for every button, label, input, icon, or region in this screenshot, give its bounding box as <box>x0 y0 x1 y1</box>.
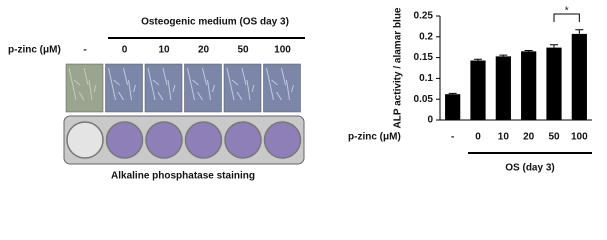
texture <box>78 91 85 101</box>
bar <box>445 94 461 120</box>
micrographs <box>65 63 301 113</box>
texture <box>281 67 286 86</box>
texture <box>118 91 124 101</box>
dose-label: - <box>83 45 86 56</box>
texture <box>271 79 278 86</box>
texture <box>93 84 97 93</box>
significance-star: * <box>565 6 569 17</box>
bar <box>571 33 587 120</box>
texture <box>212 84 215 93</box>
texture <box>187 67 195 101</box>
texture <box>152 79 160 86</box>
bar <box>470 60 486 120</box>
texture <box>291 84 294 93</box>
well <box>66 121 104 159</box>
dose-label: 0 <box>122 45 128 56</box>
texture <box>133 84 136 93</box>
texture <box>231 79 239 86</box>
wells <box>66 121 302 159</box>
texture <box>192 79 199 86</box>
x-tick-label: 10 <box>498 132 510 143</box>
well <box>184 121 223 159</box>
x-tick-label: 0 <box>475 132 481 143</box>
texture <box>162 67 168 86</box>
error-bar <box>550 44 558 48</box>
texture <box>202 67 207 86</box>
well <box>263 121 302 159</box>
texture <box>226 67 235 101</box>
texture <box>286 79 290 101</box>
texture <box>246 79 251 101</box>
caption: Alkaline phosphatase staining <box>111 171 255 182</box>
x-tick-label: - <box>451 132 454 143</box>
figure-svg: Osteogenic medium (OS day 3) p-zinc (μM)… <box>8 6 592 182</box>
well <box>105 121 144 159</box>
y-tick-label: 0.1 <box>419 73 433 84</box>
error-bar <box>448 92 457 95</box>
bar <box>546 47 562 121</box>
bar <box>495 56 511 120</box>
panel-header: Osteogenic medium (OS day 3) <box>141 17 289 28</box>
error-bar <box>474 58 482 61</box>
texture <box>123 67 128 86</box>
y-tick-label: 0.05 <box>414 94 434 105</box>
texture <box>83 67 89 86</box>
texture <box>73 79 81 86</box>
y-tick-label: 0.2 <box>419 31 433 42</box>
texture <box>251 84 255 93</box>
error-bar <box>524 50 533 52</box>
x-tick-label: 50 <box>548 132 560 143</box>
texture <box>88 79 93 101</box>
texture <box>108 67 116 101</box>
texture <box>128 79 132 101</box>
x-tick-label: 20 <box>523 132 535 143</box>
x-tick-label: 100 <box>571 132 588 143</box>
dose-label: 50 <box>237 45 249 56</box>
dose-label: 10 <box>158 45 170 56</box>
texture <box>113 79 120 86</box>
texture <box>207 79 211 101</box>
texture <box>236 91 243 101</box>
well <box>224 121 262 159</box>
dose-label: 100 <box>274 45 291 56</box>
texture <box>68 67 77 101</box>
texture <box>241 67 247 86</box>
bar <box>521 51 537 120</box>
texture <box>172 84 176 93</box>
y-tick-label: 0.25 <box>414 11 434 22</box>
error-bar <box>575 29 584 34</box>
y-tick-label: 0 <box>427 115 433 126</box>
texture <box>197 91 203 101</box>
y-tick-label: 0.15 <box>414 52 434 63</box>
x-row-label: p-zinc (μM) <box>348 132 401 143</box>
well <box>145 121 183 159</box>
texture <box>266 67 274 101</box>
texture <box>167 79 172 101</box>
dose-label: 20 <box>198 45 210 56</box>
texture <box>157 91 164 101</box>
y-axis-label: ALP activity / alamar blue <box>393 7 404 128</box>
group-label: OS (day 3) <box>505 163 554 174</box>
texture <box>276 91 282 101</box>
significance-bracket <box>553 13 580 22</box>
figure: Osteogenic medium (OS day 3) p-zinc (μM)… <box>8 6 592 182</box>
bar-chart: ALP activity / alamar blue p-zinc (μM) O… <box>348 6 592 174</box>
row-label: p-zinc (μM) <box>8 45 61 56</box>
error-bar <box>499 54 508 57</box>
texture <box>147 67 156 101</box>
